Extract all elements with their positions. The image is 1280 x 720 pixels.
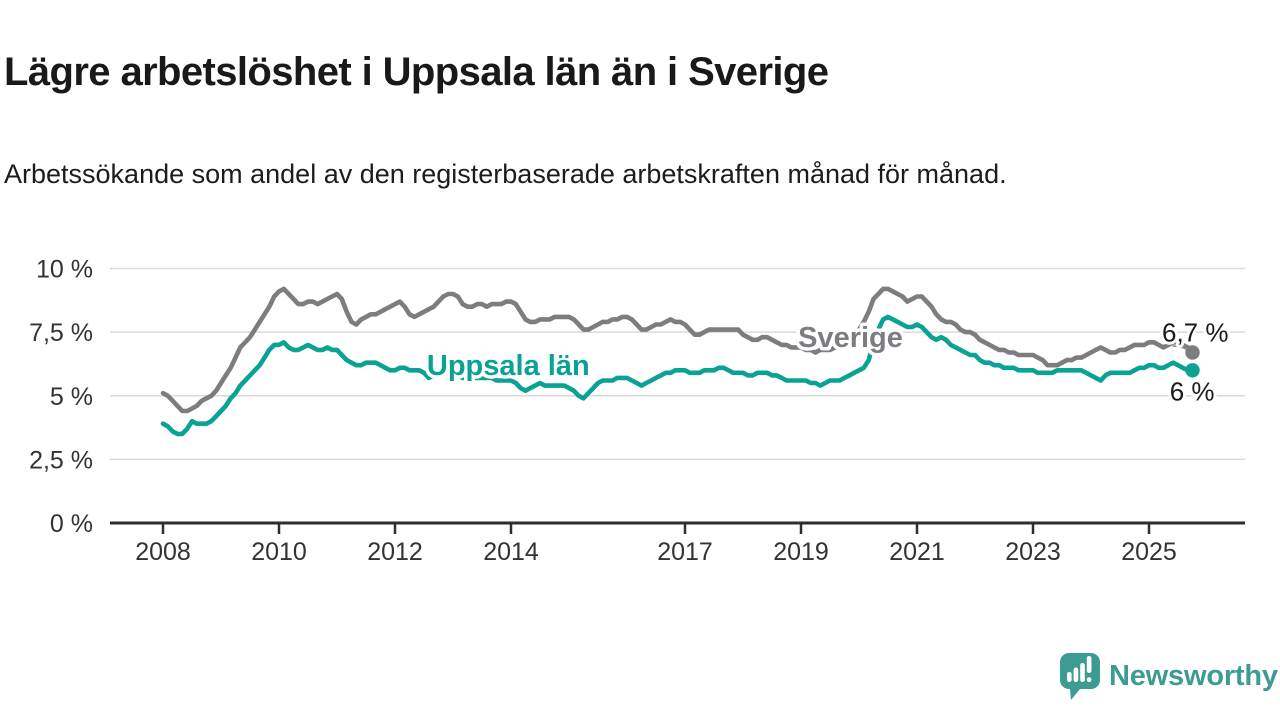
y-tick-label: 5 %: [50, 383, 93, 411]
x-tick-label: 2021: [889, 538, 945, 566]
x-tick-label: 2008: [135, 538, 191, 566]
chart-subtitle: Arbetssökande som andel av den registerb…: [4, 159, 1007, 189]
y-tick-label: 7,5 %: [29, 319, 93, 347]
newsworthy-logo-icon: [1060, 653, 1100, 700]
bar-chart-exclamation-glyph: [1067, 656, 1092, 682]
x-tick-label: 2010: [251, 538, 307, 566]
y-tick-label: 10 %: [36, 256, 93, 284]
x-tick-label: 2012: [367, 538, 423, 566]
series-line-uppsala-lan: [160, 314, 1195, 437]
series-line-sverige: [160, 286, 1195, 414]
x-tick-label: 2014: [483, 538, 539, 566]
series-end-dot-sverige: [1185, 345, 1200, 360]
series-label-sverige: Sverige: [798, 322, 903, 354]
x-tick-label: 2025: [1121, 538, 1177, 566]
page-title: Lägre arbetslöshet i Uppsala län än i Sv…: [4, 49, 829, 94]
newsworthy-logo-text: Newsworthy: [1109, 659, 1278, 692]
x-tick-label: 2023: [1005, 538, 1061, 566]
series-end-dot-uppsala-lan: [1185, 363, 1200, 378]
end-value-label-uppsala-lan: 6 %: [1170, 376, 1215, 406]
series-label-uppsala-lan: Uppsala län: [427, 350, 590, 382]
y-tick-label: 2,5 %: [29, 446, 93, 474]
end-value-label-sverige: 6,7 %: [1162, 317, 1229, 347]
y-tick-label: 0 %: [50, 510, 93, 538]
x-tick-label: 2019: [773, 538, 829, 566]
newsworthy-logo: Newsworthy: [1056, 651, 1278, 701]
x-tick-label: 2017: [657, 538, 713, 566]
